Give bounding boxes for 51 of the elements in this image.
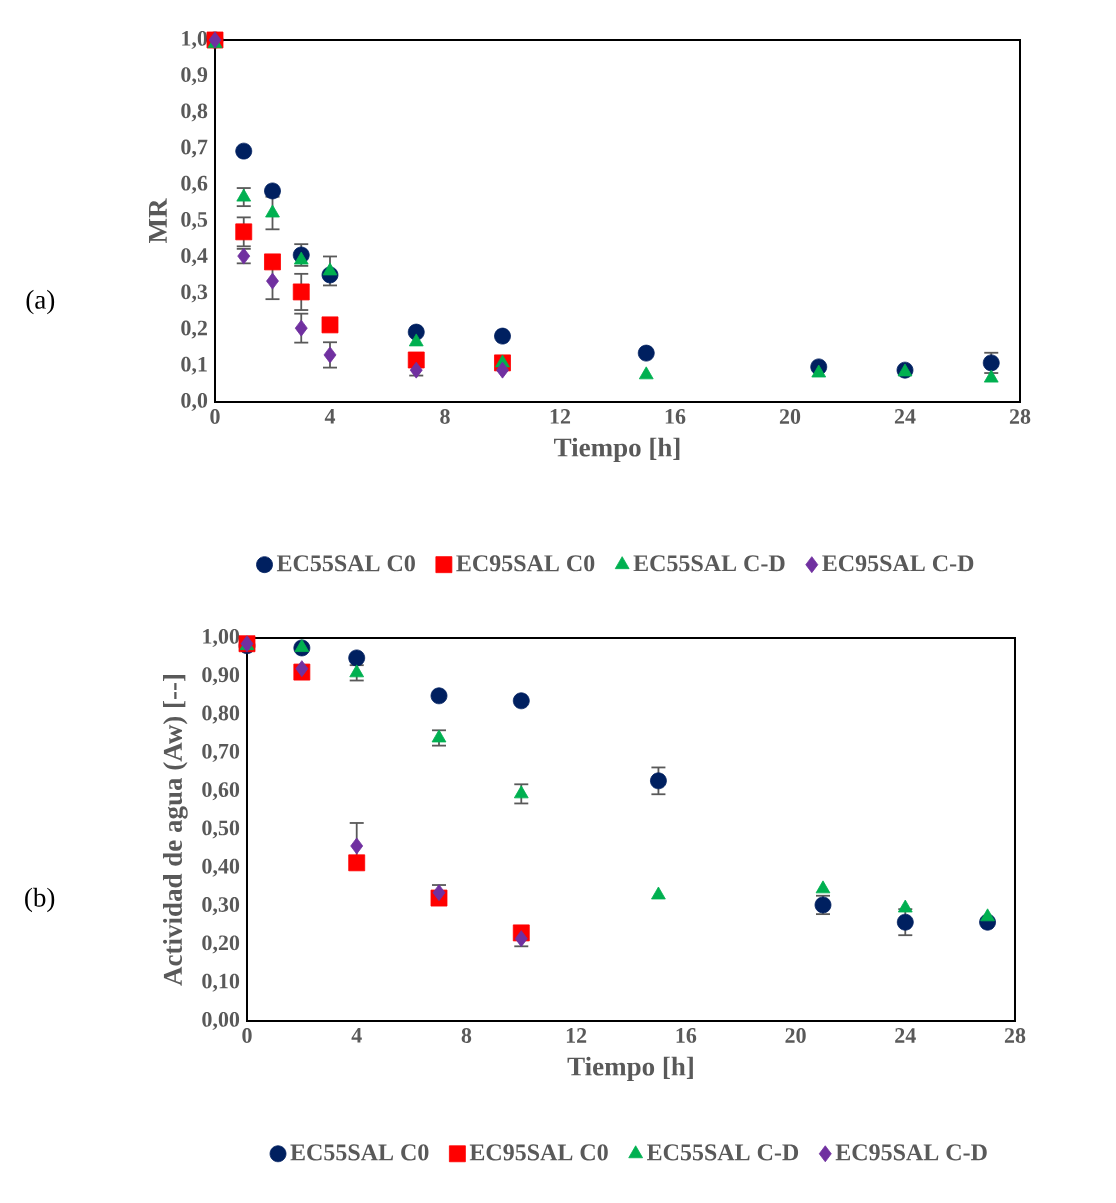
x-tick-label: 8 <box>461 1028 472 1043</box>
legend-label: EC95SAL C-D <box>822 555 974 572</box>
legend-label: EC95SAL C0 <box>456 555 595 572</box>
y-tick-label: 0,60 <box>202 782 240 801</box>
x-tick-label: 20 <box>779 409 801 424</box>
y-tick-label: 0,70 <box>202 743 240 762</box>
x-tick-label: 24 <box>895 1028 916 1043</box>
y-tick-label: 0,00 <box>202 1011 240 1031</box>
y-tick-label: 0,0 <box>181 392 208 412</box>
y-tick-label: 0,40 <box>202 858 240 877</box>
y-axis-title: Actividad de agua (Aw) [--] <box>163 675 188 986</box>
y-tick-label: 0,1 <box>181 356 207 375</box>
y-tick-label: 0,50 <box>202 820 240 839</box>
y-tick-label: 0,3 <box>181 284 208 303</box>
x-tick-label: 20 <box>785 1028 806 1043</box>
legend-label: EC55SAL C0 <box>276 555 415 572</box>
x-tick-label: 0 <box>242 1028 252 1043</box>
y-tick-label: 0,6 <box>181 175 208 194</box>
x-tick-label: 4 <box>351 1028 362 1043</box>
legend-label: EC55SAL C-D <box>647 1144 799 1161</box>
y-tick-label: 0,30 <box>202 897 240 916</box>
x-axis-title: Tiempo [h] <box>554 437 680 463</box>
x-tick-label: 8 <box>440 409 450 424</box>
x-tick-label: 28 <box>1009 409 1031 424</box>
x-tick-label: 24 <box>894 409 916 424</box>
text: (a) <box>26 289 55 315</box>
legend-label: EC55SAL C0 <box>290 1144 429 1161</box>
x-tick-label: 12 <box>550 409 571 424</box>
y-tick-label: 0,20 <box>202 935 240 954</box>
legend-label: EC95SAL C-D <box>835 1144 987 1161</box>
legend-label: EC95SAL C0 <box>469 1144 608 1161</box>
y-tick-label: 0,10 <box>202 973 240 992</box>
y-tick-label: 1,00 <box>203 628 240 648</box>
y-tick-label: 0,8 <box>181 103 208 122</box>
x-tick-label: 0 <box>210 409 220 424</box>
x-tick-label: 28 <box>1004 1028 1026 1043</box>
y-tick-label: 0,9 <box>181 67 208 86</box>
y-tick-label: 0,2 <box>181 320 207 339</box>
y-tick-label: 0,90 <box>202 667 240 686</box>
y-tick-label: 0,80 <box>202 705 240 724</box>
y-tick-label: 0,4 <box>181 248 208 267</box>
x-tick-label: 12 <box>566 1028 587 1043</box>
y-tick-label: 0,5 <box>181 211 208 231</box>
x-tick-label: 4 <box>324 409 336 424</box>
text: (b) <box>25 887 55 913</box>
x-tick-label: 16 <box>665 409 686 424</box>
y-axis-title: MR <box>149 198 167 244</box>
x-tick-label: 16 <box>676 1028 697 1043</box>
legend-label: EC55SAL C-D <box>633 555 785 572</box>
x-axis-title: Tiempo [h] <box>567 1056 693 1082</box>
y-tick-label: 0,7 <box>181 139 208 158</box>
